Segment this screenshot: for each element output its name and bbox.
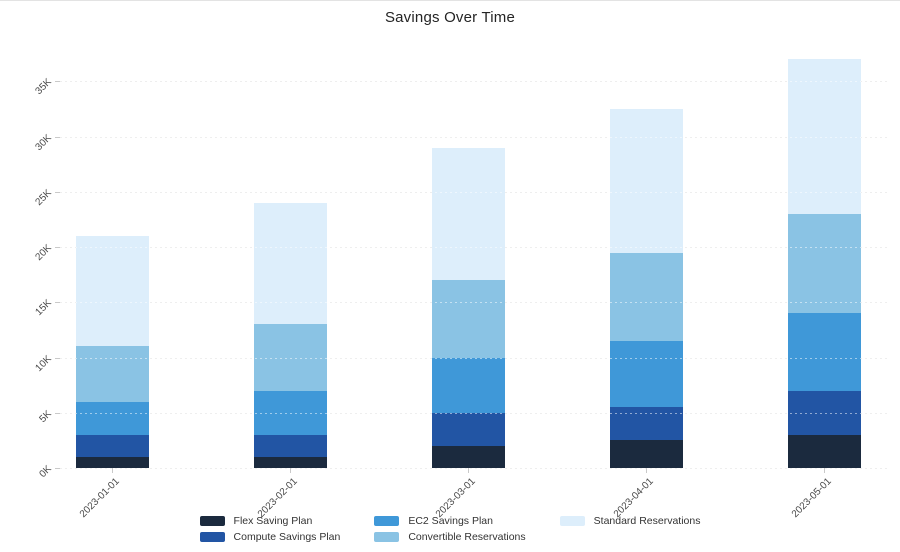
stacked-bar [75, 235, 149, 468]
bar-segment[interactable] [431, 412, 505, 446]
legend-item[interactable]: Flex Saving Plan [199, 514, 341, 527]
legend-swatch-icon [374, 531, 400, 542]
x-axis-tick [290, 468, 291, 473]
legend-grid: Flex Saving Plan Compute Savings Plan EC2 … [199, 514, 701, 543]
bar-segment[interactable] [609, 108, 683, 253]
bar-segment[interactable] [787, 313, 861, 391]
y-axis-label: 5K [37, 408, 54, 425]
bar-segment[interactable] [431, 445, 505, 468]
bar-segment[interactable] [787, 390, 861, 435]
bar-segment[interactable] [253, 202, 327, 325]
legend-item[interactable]: Standard Reservations [559, 514, 701, 527]
bar-segment[interactable] [609, 407, 683, 441]
stacked-bar [609, 108, 683, 468]
y-axis-label: 35K [33, 76, 54, 98]
y-axis-tick [55, 357, 60, 359]
y-axis-tick [55, 468, 60, 469]
y-axis-tick [55, 302, 60, 304]
legend-item-label: EC2 Savings Plan [408, 514, 493, 527]
legend-swatch-icon [199, 531, 225, 542]
y-gridline [60, 468, 890, 469]
bar-segment[interactable] [787, 434, 861, 468]
x-axis-tick [112, 468, 113, 473]
bar-segment[interactable] [787, 59, 861, 214]
y-axis-label: 0K [37, 463, 54, 481]
y-axis-tick [55, 81, 60, 83]
y-axis-label: 25K [33, 187, 54, 208]
bar-segment[interactable] [75, 346, 149, 402]
stacked-bar [253, 202, 327, 468]
bar-segment[interactable] [609, 440, 683, 468]
bar-segment[interactable] [431, 280, 505, 358]
y-axis-label: 10K [33, 353, 54, 374]
legend-item-label: Convertible Reservations [408, 530, 526, 543]
bar-segment[interactable] [75, 235, 149, 347]
legend-swatch-icon [559, 515, 585, 526]
bar-segment[interactable] [609, 252, 683, 341]
legend-swatch-icon [374, 515, 400, 526]
x-axis-tick [468, 468, 469, 473]
bar-segment[interactable] [609, 340, 683, 408]
y-axis-tick [55, 247, 60, 248]
legend: Flex Saving Plan Compute Savings Plan EC2 … [0, 514, 900, 543]
y-axis-tick [55, 191, 60, 193]
x-axis-tick [646, 468, 647, 473]
bar-segment[interactable] [253, 434, 327, 457]
bar-segment[interactable] [431, 147, 505, 281]
y-gridline [60, 136, 890, 138]
y-axis-label: 15K [33, 297, 54, 319]
stacked-bar [431, 147, 505, 468]
stacked-bar [787, 59, 861, 468]
legend-item[interactable]: Convertible Reservations [374, 530, 526, 543]
legend-item[interactable]: Compute Savings Plan [199, 530, 341, 543]
y-axis-tick [55, 136, 60, 138]
bar-segment[interactable] [253, 456, 327, 468]
legend-swatch-icon [199, 515, 225, 526]
bar-segment[interactable] [431, 357, 505, 413]
y-axis-label: 30K [33, 132, 54, 153]
chart-title: Savings Over Time [384, 9, 516, 26]
bar-segment[interactable] [75, 434, 149, 457]
legend-item-label: Standard Reservations [593, 514, 701, 527]
legend-item-label: Flex Saving Plan [233, 514, 313, 527]
legend-item-label: Compute Savings Plan [233, 530, 341, 543]
legend-item[interactable]: EC2 Savings Plan [374, 514, 525, 527]
y-axis-tick [55, 412, 60, 414]
bar-segment[interactable] [75, 456, 149, 468]
bar-segment[interactable] [75, 401, 149, 435]
bar-segment[interactable] [253, 324, 327, 391]
y-gridline [60, 81, 890, 83]
y-axis-label: 20K [33, 242, 54, 263]
bar-segment[interactable] [787, 213, 861, 314]
bar-segment[interactable] [253, 390, 327, 435]
x-axis-tick [824, 468, 825, 473]
